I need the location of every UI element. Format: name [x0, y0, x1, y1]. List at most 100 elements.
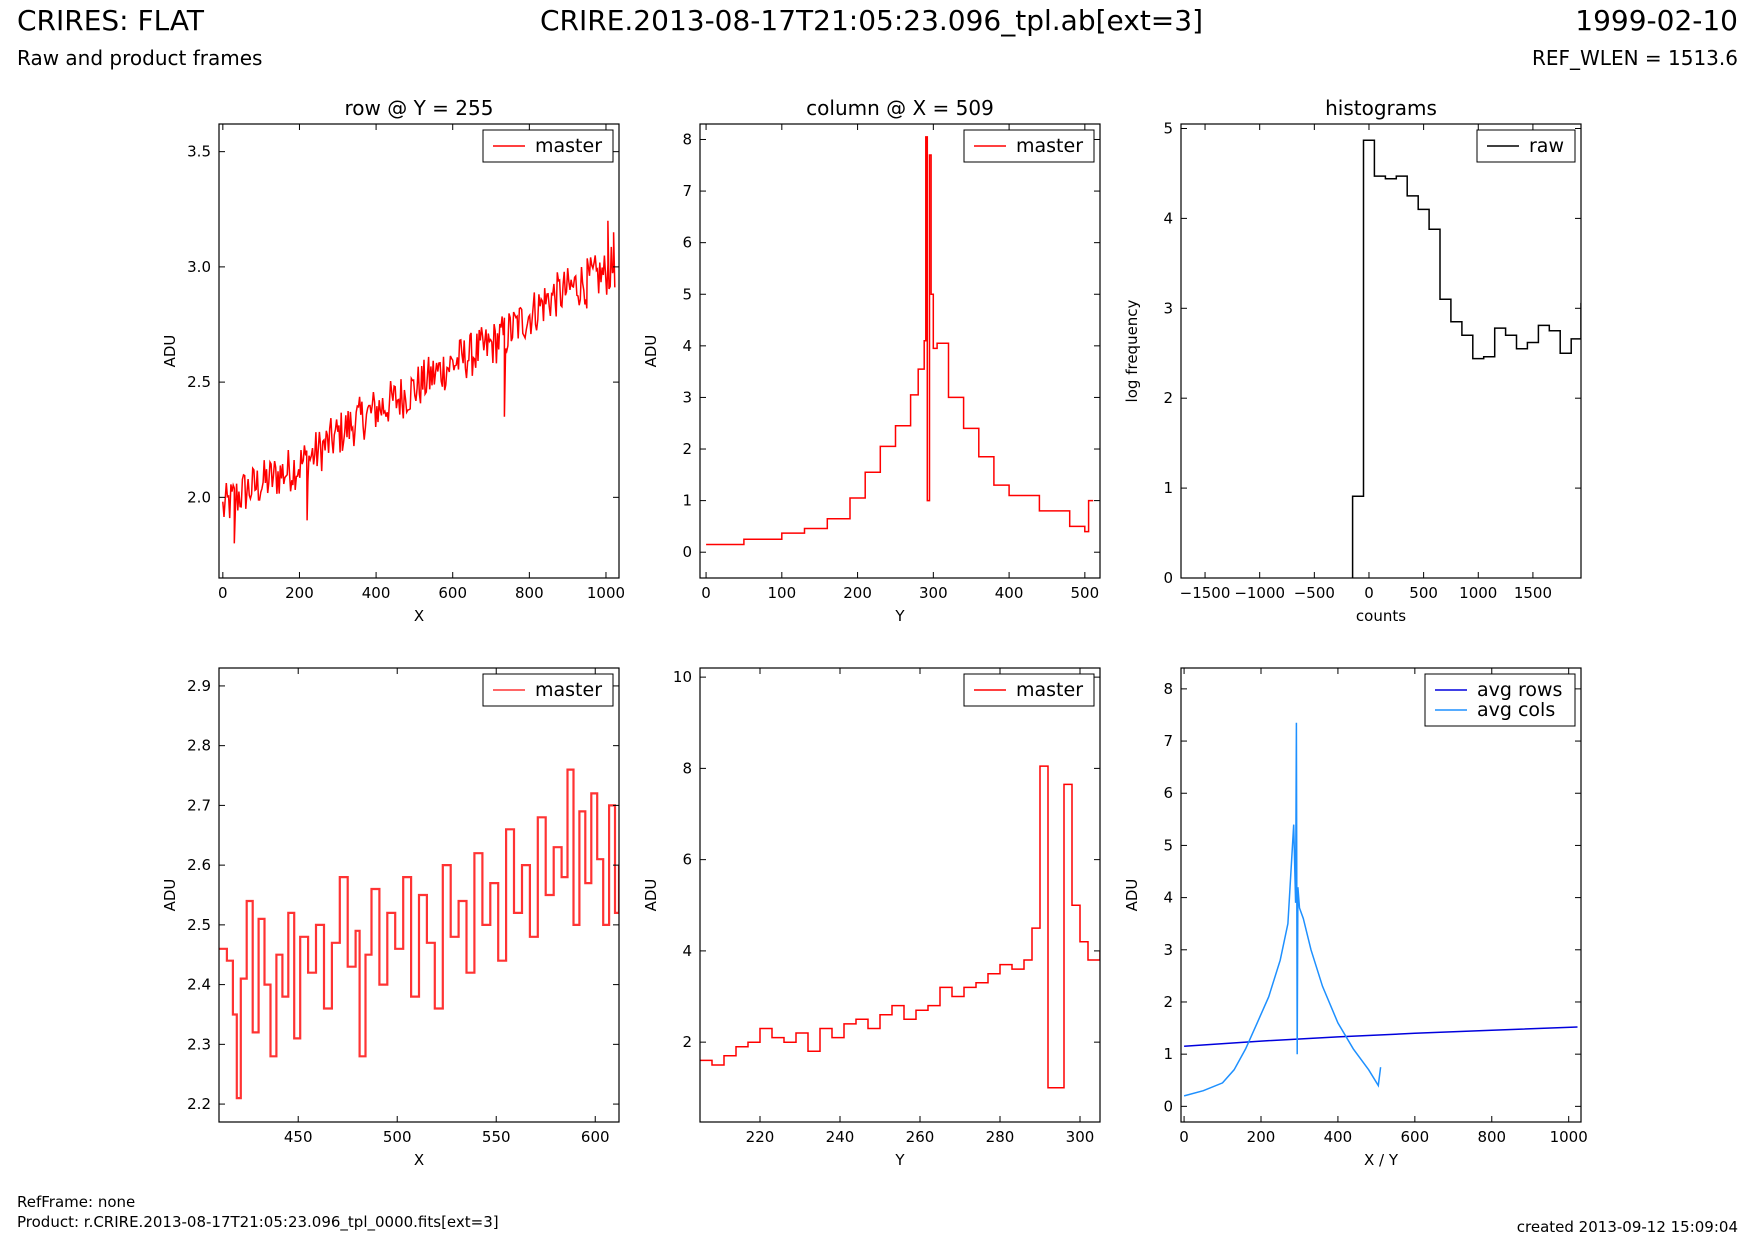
x-tick-label: 400 — [362, 584, 391, 602]
y-tick-label: 2 — [1163, 389, 1173, 407]
y-tick-label: 2.7 — [187, 796, 211, 814]
x-tick-label: 450 — [284, 1128, 313, 1146]
x-axis-label: X — [414, 1151, 424, 1169]
y-tick-label: 2.9 — [187, 677, 211, 695]
x-tick-label: 800 — [1477, 1128, 1506, 1146]
x-tick-label: 1500 — [1514, 584, 1552, 602]
x-tick-label: −1000 — [1234, 584, 1285, 602]
x-tick-label: 220 — [746, 1128, 775, 1146]
series-line-master — [706, 136, 1094, 546]
legend-label: avg cols — [1477, 699, 1555, 721]
x-tick-label: 100 — [767, 584, 796, 602]
y-tick-label: 2.0 — [187, 488, 211, 506]
legend: master — [963, 673, 1095, 707]
y-tick-label: 2.5 — [187, 916, 211, 934]
y-tick-label: 0 — [1163, 1097, 1173, 1115]
chart-panel-6: 0 200 400 600 800 1000 0 1 2 3 4 5 6 7 8 X / Y ADU avg ro… — [1123, 667, 1588, 1169]
plot-frame — [218, 123, 620, 579]
legend-label: raw — [1529, 135, 1564, 157]
header-subtitle-right: REF_WLEN = 1513.6 — [1531, 46, 1738, 70]
chart-title: histograms — [1325, 96, 1437, 120]
y-tick-label: 6 — [1163, 784, 1173, 802]
legend: master — [482, 673, 614, 707]
y-tick-label: 3 — [1163, 941, 1173, 959]
y-axis-label: log frequency — [1123, 299, 1141, 402]
plot-frame — [699, 667, 1101, 1123]
x-tick-label: 600 — [581, 1128, 610, 1146]
legend-label: avg rows — [1477, 679, 1562, 701]
x-tick-label: 600 — [438, 584, 467, 602]
y-tick-label: 2 — [682, 1033, 692, 1051]
x-axis-label: X — [414, 607, 424, 625]
y-tick-label: 2.5 — [187, 373, 211, 391]
series-line-master — [700, 765, 1100, 1089]
plot-frame — [699, 123, 1101, 579]
y-tick-label: 3 — [1163, 299, 1173, 317]
legend: master — [963, 129, 1095, 163]
x-tick-label: 500 — [1071, 584, 1100, 602]
y-tick-label: 2.8 — [187, 737, 211, 755]
legend-label: master — [535, 135, 602, 157]
series-line-avg-cols — [1183, 722, 1382, 1097]
x-tick-label: 0 — [218, 584, 228, 602]
x-tick-label: 1000 — [1550, 1128, 1588, 1146]
y-tick-label: 2.6 — [187, 856, 211, 874]
y-axis-label: ADU — [642, 335, 660, 368]
legend: raw — [1476, 129, 1576, 163]
y-tick-label: 8 — [682, 130, 692, 148]
y-tick-label: 5 — [1163, 119, 1173, 137]
y-tick-label: 7 — [1163, 732, 1173, 750]
x-axis-label: Y — [894, 607, 905, 625]
x-tick-label: 0 — [701, 584, 711, 602]
chart-title: column @ X = 509 — [806, 96, 994, 120]
x-tick-label: 280 — [986, 1128, 1015, 1146]
chart-panel-4: 450 500 550 600 2.2 2.3 2.4 2.5 2.6 2.7 2.8 2.9 X ADU… — [161, 667, 620, 1169]
y-axis-label: ADU — [1123, 879, 1141, 912]
y-tick-label: 8 — [1163, 680, 1173, 698]
chart-series-group — [706, 136, 1094, 546]
header-subtitle-left: Raw and product frames — [17, 46, 263, 70]
chart-panel-5: 220 240 260 280 300 2 4 6 8 10 Y ADU master — [642, 667, 1101, 1169]
series-line-raw — [1351, 139, 1581, 578]
legend-label: master — [535, 679, 602, 701]
legend-label: master — [1016, 679, 1083, 701]
y-tick-label: 7 — [682, 182, 692, 200]
y-tick-label: 2 — [1163, 993, 1173, 1011]
x-tick-label: 1000 — [1459, 584, 1497, 602]
y-tick-label: 3.5 — [187, 143, 211, 161]
x-tick-label: 260 — [906, 1128, 935, 1146]
x-tick-label: 240 — [826, 1128, 855, 1146]
chart-title: row @ Y = 255 — [345, 96, 494, 120]
chart-series-group — [1183, 722, 1578, 1097]
x-tick-label: 400 — [995, 584, 1024, 602]
x-tick-label: 200 — [843, 584, 872, 602]
chart-series-group — [222, 220, 616, 544]
y-tick-label: 1 — [1163, 479, 1173, 497]
legend: master — [482, 129, 614, 163]
y-tick-label: 6 — [682, 851, 692, 869]
x-tick-label: 500 — [383, 1128, 412, 1146]
y-tick-label: 5 — [682, 285, 692, 303]
x-tick-label: 200 — [285, 584, 314, 602]
y-tick-label: 4 — [1163, 889, 1173, 907]
x-axis-label: X / Y — [1364, 1151, 1399, 1169]
footer-ref-frame: RefFrame: none — [17, 1193, 136, 1211]
chart-panel-1: 0 200 400 600 800 1000 2.0 2.5 3.0 3.5 row @ Y = 2… — [161, 96, 625, 625]
footer-created: created 2013-09-12 15:09:04 — [1516, 1218, 1738, 1236]
y-tick-label: 6 — [682, 234, 692, 252]
y-tick-label: 10 — [673, 668, 692, 686]
x-tick-label: 200 — [1247, 1128, 1276, 1146]
header-title-right: 1999-02-10 — [1575, 4, 1738, 37]
plot-frame — [1180, 667, 1582, 1123]
y-tick-label: 4 — [682, 942, 692, 960]
y-tick-label: 0 — [682, 543, 692, 561]
y-tick-label: 3.0 — [187, 258, 211, 276]
series-line-avg-rows — [1184, 1026, 1578, 1048]
x-tick-label: 300 — [919, 584, 948, 602]
plot-frame — [1180, 123, 1582, 579]
y-axis-label: ADU — [642, 879, 660, 912]
x-tick-label: 300 — [1066, 1128, 1095, 1146]
y-tick-label: 2 — [682, 440, 692, 458]
